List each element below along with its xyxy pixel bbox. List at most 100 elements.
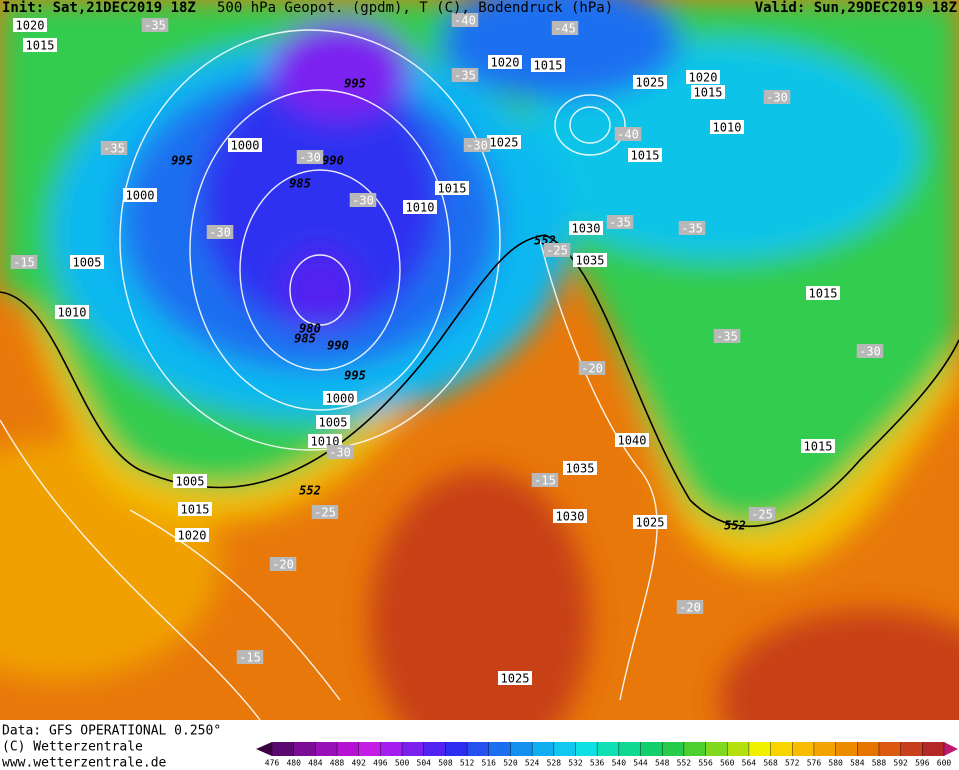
label-box	[236, 650, 264, 664]
temperature-label: -25	[751, 508, 773, 522]
label-box	[296, 150, 324, 164]
colorbar-arrow	[944, 742, 958, 756]
colorbar-cell	[640, 742, 663, 756]
label-box	[763, 90, 791, 104]
colorbar-cell	[532, 742, 555, 756]
label-box	[498, 671, 532, 685]
temperature-label: -40	[454, 14, 476, 28]
temperature-label: -20	[581, 362, 603, 376]
height-label: 995	[344, 369, 366, 383]
temperature-label: -30	[766, 91, 788, 105]
height-label: 980	[299, 322, 321, 336]
colorbar-cell	[358, 742, 381, 756]
colorbar-cell	[705, 742, 728, 756]
colorbar-label: 520	[503, 759, 518, 768]
colorbar-label: 516	[482, 759, 497, 768]
colorbar-arrow	[256, 742, 272, 756]
label-box	[349, 193, 377, 207]
height-label: 985	[289, 177, 311, 191]
pressure-label: 1000	[231, 139, 260, 153]
colorbar-label: 568	[763, 759, 778, 768]
colorbar-cell	[770, 742, 793, 756]
label-box	[676, 600, 704, 614]
pressure-label: 1035	[576, 254, 605, 268]
temperature-label: -35	[103, 142, 125, 156]
label-box	[628, 148, 662, 162]
pressure-label: 1025	[636, 516, 665, 530]
height-label: 995	[344, 77, 366, 91]
height-label: 985	[294, 332, 316, 346]
pressure-label: 1000	[126, 189, 155, 203]
colorbar-label: 496	[373, 759, 388, 768]
colorbar-label: 500	[395, 759, 410, 768]
colorbar-cell	[900, 742, 923, 756]
pressure-label: 1015	[809, 287, 838, 301]
colorbar-label: 476	[265, 759, 280, 768]
colorbar: 476 480 484 488 492 496 500 504 508 512 516 520 524 5…	[256, 742, 958, 768]
temperature-label: -30	[352, 194, 374, 208]
label-box	[10, 255, 38, 269]
colorbar-label: 584	[850, 759, 865, 768]
label-box	[451, 68, 479, 82]
colorbar-cell	[662, 742, 685, 756]
label-box	[614, 127, 642, 141]
colorbar-cell	[835, 742, 858, 756]
label-box	[100, 141, 128, 155]
colorbar-label: 524	[525, 759, 540, 768]
height-label: 552	[299, 484, 321, 498]
label-box	[531, 58, 565, 72]
temperature-label: -20	[679, 601, 701, 615]
colorbar-label: 560	[720, 759, 735, 768]
temperature-label: -30	[329, 446, 351, 460]
label-box	[488, 55, 522, 69]
label-box	[573, 253, 607, 267]
label-box	[691, 85, 725, 99]
label-box	[563, 461, 597, 475]
label-box	[323, 391, 357, 405]
label-box	[435, 181, 469, 195]
colorbar-label: 588	[872, 759, 887, 768]
pressure-label: 1005	[73, 256, 102, 270]
label-box	[633, 75, 667, 89]
pressure-label: 1015	[26, 39, 55, 53]
colorbar-cell	[402, 742, 425, 756]
colorbar-label: 508	[438, 759, 453, 768]
temperature-label: -35	[144, 19, 166, 33]
colorbar-cell	[467, 742, 490, 756]
map-title: 500 hPa Geopot. (gpdm), T (C), Bodendruc…	[217, 0, 613, 16]
label-box	[311, 505, 339, 519]
colorbar-label: 532	[568, 759, 583, 768]
label-box	[748, 507, 776, 521]
temperature-label: -15	[239, 651, 261, 665]
height-label: 995	[171, 154, 193, 168]
height-label: 990	[327, 339, 349, 353]
label-box	[856, 344, 884, 358]
label-box	[13, 18, 47, 32]
colorbar-cell	[748, 742, 772, 756]
colorbar-label: 556	[698, 759, 713, 768]
pressure-label: 1015	[438, 182, 467, 196]
label-box	[141, 18, 169, 32]
temperature-label: -35	[716, 330, 738, 344]
pressure-label: 1015	[804, 440, 833, 454]
label-box	[123, 188, 157, 202]
colorbar-label: 548	[655, 759, 670, 768]
temperature-label: -35	[454, 69, 476, 83]
temperature-label: -40	[617, 128, 639, 142]
label-box	[206, 225, 234, 239]
colorbar-cell	[727, 742, 750, 756]
label-box	[713, 329, 741, 343]
label-box	[531, 473, 559, 487]
pressure-label: 1015	[694, 86, 723, 100]
colorbar-label: 484	[308, 759, 323, 768]
colorbar-label: 580	[828, 759, 843, 768]
colorbar-label: 564	[742, 759, 757, 768]
label-box	[801, 439, 835, 453]
colorbar-cell	[488, 742, 511, 756]
temperature-label: -15	[13, 256, 35, 270]
colorbar-cell	[878, 742, 902, 756]
height-label: 990	[322, 154, 344, 168]
temperature-label: -20	[272, 558, 294, 572]
temperature-label: -30	[859, 345, 881, 359]
label-box	[451, 13, 479, 27]
